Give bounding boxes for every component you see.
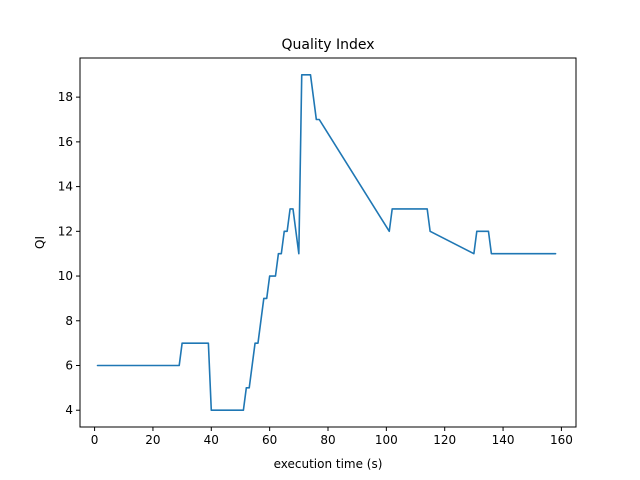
x-tick-label: 0 (91, 433, 99, 447)
x-tick-label: 140 (492, 433, 515, 447)
y-axis-ticks: 4 6 8 10 12 14 16 18 (58, 90, 80, 417)
y-tick-label: 16 (58, 135, 73, 149)
x-tick-label: 120 (433, 433, 456, 447)
x-tick-label: 80 (320, 433, 335, 447)
y-axis-label: QI (33, 236, 47, 249)
plot-area (96, 73, 557, 412)
x-axis-label: execution time (s) (274, 457, 383, 471)
y-tick-label: 18 (58, 90, 73, 104)
x-tick-label: 40 (204, 433, 219, 447)
y-tick-label: 10 (58, 269, 73, 283)
y-tick-label: 4 (65, 403, 73, 417)
y-tick-label: 8 (65, 314, 73, 328)
axes-frame (79, 57, 577, 428)
y-tick-label: 12 (58, 224, 73, 238)
x-axis-ticks: 0 20 40 60 80 100 120 140 160 (91, 427, 573, 447)
x-tick-label: 160 (550, 433, 573, 447)
x-tick-label: 100 (375, 433, 398, 447)
y-tick-label: 6 (65, 359, 73, 373)
series-line-qi (96, 73, 557, 412)
y-tick-label: 14 (58, 180, 73, 194)
x-tick-label: 60 (262, 433, 277, 447)
chart-title: Quality Index (281, 37, 374, 53)
x-tick-label: 20 (145, 433, 160, 447)
